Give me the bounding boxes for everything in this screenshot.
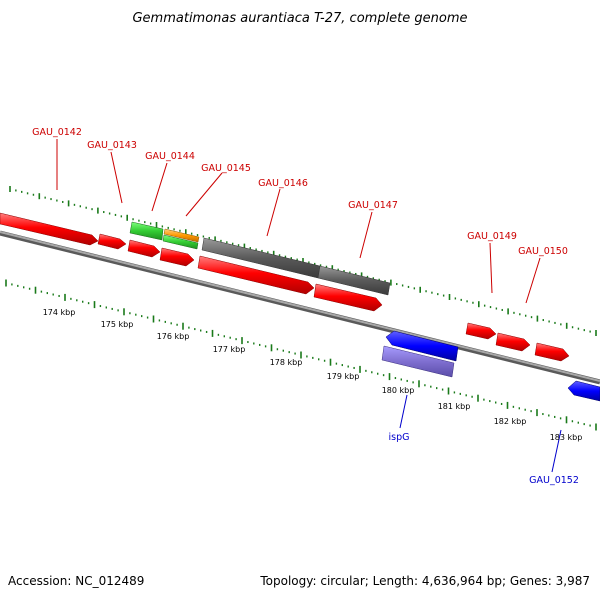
tick-label: 178 kbp bbox=[270, 358, 303, 367]
tick-label: 180 kbp bbox=[382, 386, 415, 395]
gene-arrow-gau-0145[interactable] bbox=[163, 228, 200, 243]
gene-arrow-red-lower-2[interactable] bbox=[159, 247, 195, 267]
gene-arrow-gau-0144[interactable] bbox=[129, 221, 164, 241]
scale-labels: 174 kbp 175 kbp 176 kbp 177 kbp 178 kbp … bbox=[43, 308, 583, 442]
label-gau-0150[interactable]: GAU_0150 bbox=[518, 246, 568, 257]
label-gau-0152[interactable]: GAU_0152 bbox=[529, 475, 579, 486]
label-gau-0145[interactable]: GAU_0145 bbox=[201, 163, 251, 174]
accession-text: Accession: NC_012489 bbox=[8, 574, 144, 588]
map-title: Gemmatimonas aurantiaca T-27, complete g… bbox=[132, 11, 467, 26]
gene-arrow-gau-0152[interactable] bbox=[567, 380, 600, 402]
tick-label: 182 kbp bbox=[494, 417, 527, 426]
gene-arrow-right-red[interactable] bbox=[534, 342, 570, 362]
gene-labels: GAU_0142 GAU_0143 GAU_0144 GAU_0145 GAU_… bbox=[32, 127, 579, 486]
gene-arrow-gau-0147[interactable] bbox=[317, 265, 391, 296]
tick-label: 181 kbp bbox=[438, 402, 471, 411]
label-gau-0149[interactable]: GAU_0149 bbox=[467, 231, 517, 242]
gene-arrow-gau-0142[interactable] bbox=[0, 212, 99, 246]
forward-features bbox=[0, 212, 570, 362]
gene-feature-purple[interactable] bbox=[381, 345, 455, 378]
outer-tick-row bbox=[9, 186, 597, 336]
gene-arrow-gau-0149[interactable] bbox=[465, 322, 497, 340]
tick-label: 179 kbp bbox=[327, 372, 360, 381]
tick-label: 177 kbp bbox=[213, 345, 246, 354]
gene-arrow-red-lower-1[interactable] bbox=[127, 239, 161, 258]
gene-arrow-ispg[interactable] bbox=[385, 330, 459, 362]
genome-backbone bbox=[0, 230, 600, 385]
genome-summary-text: Topology: circular; Length: 4,636,964 bp… bbox=[259, 574, 590, 588]
gene-arrow-gau-0150[interactable] bbox=[495, 332, 531, 352]
label-gau-0142[interactable]: GAU_0142 bbox=[32, 127, 82, 138]
label-gau-0146[interactable]: GAU_0146 bbox=[258, 178, 308, 189]
tick-label: 183 kbp bbox=[550, 433, 583, 442]
label-gau-0147[interactable]: GAU_0147 bbox=[348, 200, 398, 211]
label-leaders bbox=[56, 139, 562, 473]
label-ispg[interactable]: ispG bbox=[389, 432, 410, 443]
gene-arrow-red-lower-4[interactable] bbox=[313, 283, 383, 312]
tick-label: 175 kbp bbox=[101, 320, 134, 329]
gene-arrow-gau-0143[interactable] bbox=[97, 233, 127, 250]
reverse-features bbox=[127, 239, 600, 402]
label-gau-0143[interactable]: GAU_0143 bbox=[87, 140, 137, 151]
tick-label: 174 kbp bbox=[43, 308, 76, 317]
inner-tick-row bbox=[5, 279, 597, 431]
gene-arrow-red-lower-3[interactable] bbox=[197, 255, 315, 295]
rna-feature-green[interactable] bbox=[162, 234, 199, 250]
label-gau-0144[interactable]: GAU_0144 bbox=[145, 151, 195, 162]
tick-label: 176 kbp bbox=[157, 332, 190, 341]
